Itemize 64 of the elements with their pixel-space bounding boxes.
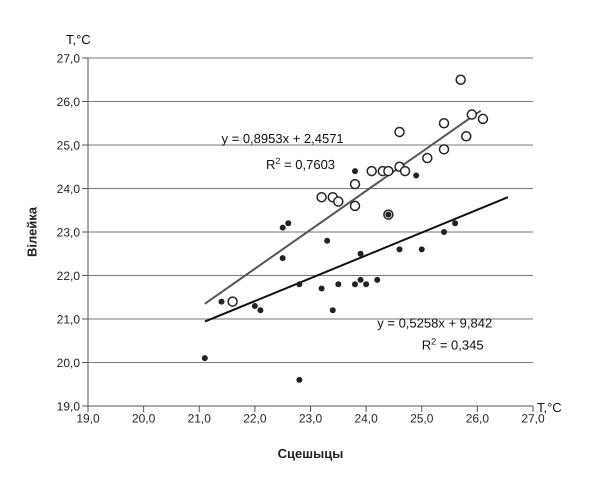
text: T,°C: [66, 32, 91, 47]
point: [366, 166, 377, 176]
y-tick-label: 19,0: [56, 399, 80, 414]
point: [396, 246, 402, 252]
annotation: R$^{2}$ = 0,7603: [266, 156, 336, 172]
y-tick-label: 27,0: [56, 51, 80, 66]
point: [383, 166, 394, 176]
point: [350, 178, 360, 190]
x-tick-label: 23,0: [298, 412, 322, 426]
point: [252, 302, 258, 309]
point: [330, 307, 336, 314]
point: [296, 376, 302, 383]
y-tick-label: 20,0: [56, 356, 80, 370]
y-tick-label: 23,0: [56, 225, 80, 240]
point: [438, 118, 450, 128]
y-tick-label: 24,0: [56, 182, 80, 196]
point: [455, 74, 466, 85]
point: [438, 144, 450, 155]
point: [466, 109, 478, 120]
y-tick-label: 21,0: [56, 312, 80, 326]
point: [324, 238, 330, 244]
x-tick-label: 21,0: [188, 412, 212, 426]
point: [358, 250, 364, 257]
point: [400, 166, 410, 176]
point: [418, 246, 425, 252]
x-tick-label: 24,0: [354, 412, 378, 426]
annotation: y = 0,8953x + 2,4571: [222, 130, 344, 146]
x-tick-label: 20,0: [132, 412, 156, 426]
point: [352, 168, 358, 174]
point: [316, 192, 327, 202]
point: [358, 276, 364, 283]
y-tick-label: 26,0: [56, 94, 80, 109]
x-tick-label: 26,0: [466, 412, 490, 426]
point: [318, 286, 325, 292]
point: [285, 220, 292, 226]
y-tick-label: 22,0: [56, 268, 80, 283]
point: [413, 172, 420, 178]
point: [333, 196, 344, 207]
point: [478, 114, 488, 124]
point: [350, 200, 360, 212]
point: [374, 276, 380, 283]
point: [296, 281, 302, 288]
point: [363, 281, 370, 288]
y-tick-label: 25,0: [56, 138, 80, 152]
point: [218, 298, 224, 305]
annotation: R$^{2}$ = 0,345: [422, 336, 484, 352]
x-axis-title: Сцешыцы: [278, 446, 344, 461]
annotation: y = 0,5258x + 9,842: [377, 316, 492, 331]
x-tick-label: 25,0: [410, 412, 434, 426]
point: [202, 355, 208, 362]
point: [280, 224, 286, 231]
point: [280, 255, 286, 262]
point: [441, 229, 447, 235]
y-axis-title: Вілейка: [24, 206, 40, 258]
point: [461, 131, 472, 142]
point: [227, 296, 238, 307]
point: [394, 126, 405, 138]
point: [422, 152, 433, 164]
x-tick-label: 22,0: [243, 412, 267, 426]
point: [452, 220, 458, 226]
point: [352, 281, 358, 288]
x-tick-label: 19,0: [76, 412, 100, 426]
point: [257, 307, 264, 314]
point: [335, 281, 342, 288]
